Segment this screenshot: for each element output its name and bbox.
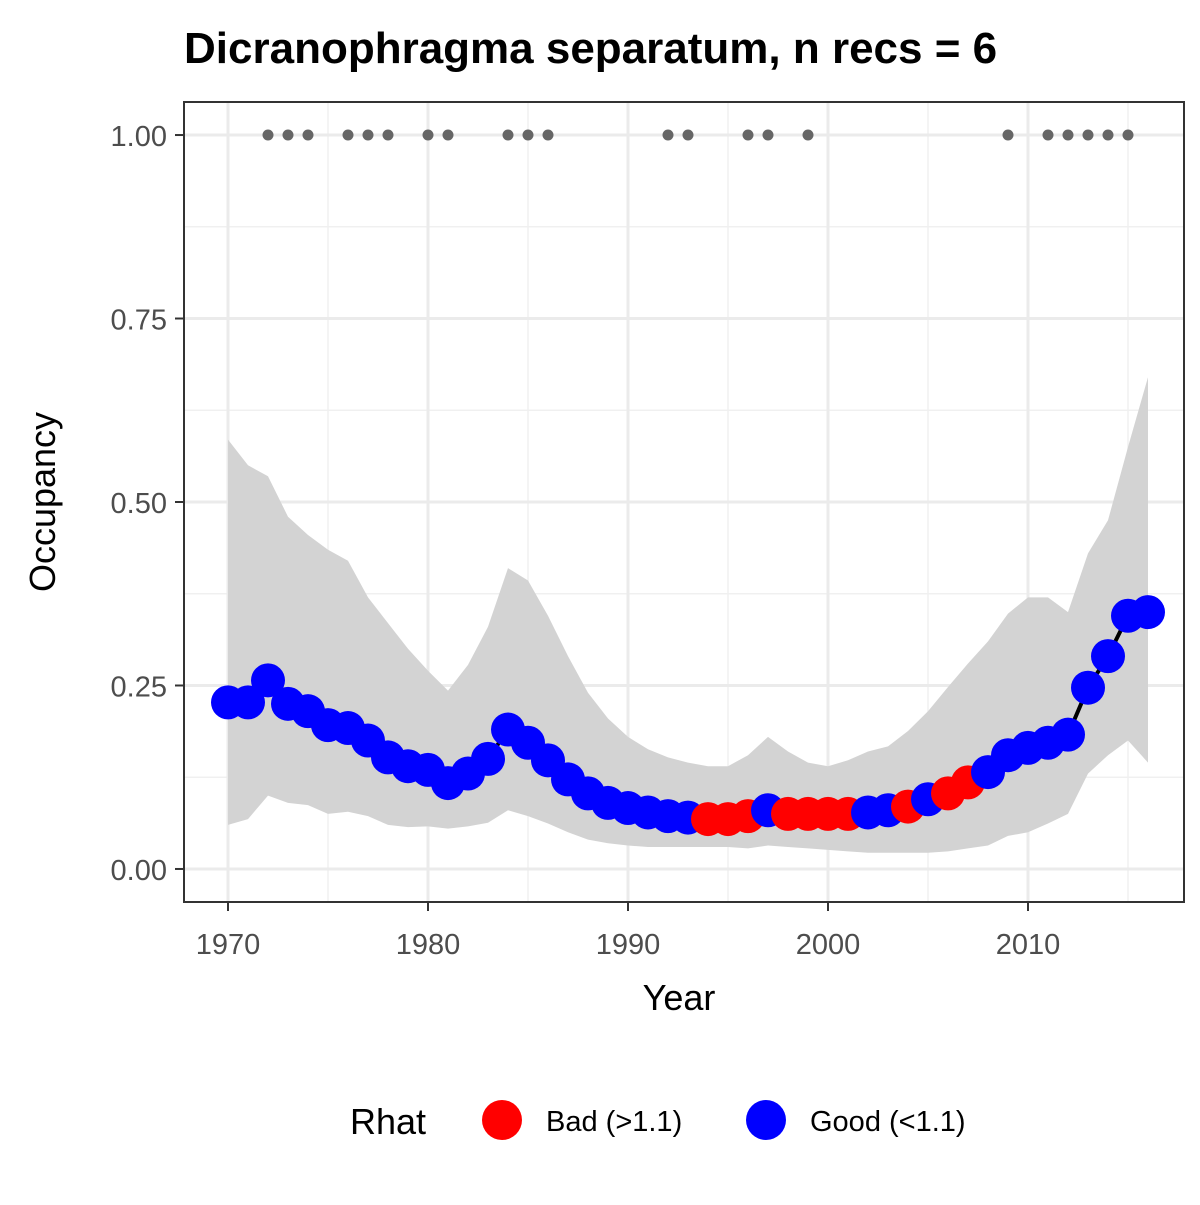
record-point — [382, 129, 394, 141]
point-good — [1051, 717, 1085, 752]
record-point — [502, 129, 514, 141]
y-axis-title: Occupancy — [22, 412, 63, 592]
record-point — [1122, 129, 1134, 141]
points-layer — [211, 595, 1165, 837]
x-tick-label: 2010 — [996, 929, 1061, 961]
record-point — [282, 129, 294, 141]
point-good — [1071, 670, 1105, 705]
record-point — [542, 129, 554, 141]
record-point — [802, 129, 814, 141]
legend-title: Rhat — [350, 1101, 426, 1142]
confidence-ribbon — [228, 377, 1148, 853]
record-point — [742, 129, 754, 141]
record-point — [302, 129, 314, 141]
x-axis: 1970 1980 1990 2000 2010 — [196, 902, 1061, 961]
record-point — [362, 129, 374, 141]
y-tick-label: 0.25 — [111, 671, 167, 703]
record-point — [342, 129, 354, 141]
ribbon-layer — [228, 377, 1148, 853]
chart-title: Dicranophragma separatum, n recs = 6 — [184, 24, 997, 73]
record-point — [662, 129, 674, 141]
x-tick-label: 1980 — [396, 929, 461, 961]
record-point — [442, 129, 454, 141]
x-tick-label: 1990 — [596, 929, 661, 961]
record-point — [1102, 129, 1114, 141]
record-point — [1042, 129, 1054, 141]
record-point — [1082, 129, 1094, 141]
record-point — [682, 129, 694, 141]
point-good — [231, 685, 265, 720]
y-tick-label: 0.75 — [111, 305, 167, 337]
legend-label-good: Good (<1.1) — [810, 1106, 966, 1138]
y-tick-label: 0.00 — [111, 855, 167, 887]
x-axis-title: Year — [643, 977, 716, 1018]
y-tick-label: 1.00 — [111, 121, 167, 153]
legend-label-bad: Bad (>1.1) — [546, 1106, 682, 1138]
records-layer — [262, 129, 1134, 141]
legend-key-good — [746, 1100, 786, 1140]
record-point — [522, 129, 534, 141]
point-good — [251, 663, 285, 698]
y-axis: 0.00 0.25 0.50 0.75 1.00 — [111, 121, 184, 887]
point-good — [471, 741, 505, 776]
y-tick-label: 0.50 — [111, 488, 167, 520]
record-point — [422, 129, 434, 141]
x-tick-label: 2000 — [796, 929, 861, 961]
record-point — [1062, 129, 1074, 141]
record-point — [762, 129, 774, 141]
record-point — [262, 129, 274, 141]
legend-key-bad — [482, 1100, 522, 1140]
point-good — [1131, 595, 1165, 630]
record-point — [1002, 129, 1014, 141]
x-tick-label: 1970 — [196, 929, 261, 961]
point-good — [1091, 639, 1125, 674]
legend: Rhat Bad (>1.1) Good (<1.1) — [350, 1100, 966, 1142]
